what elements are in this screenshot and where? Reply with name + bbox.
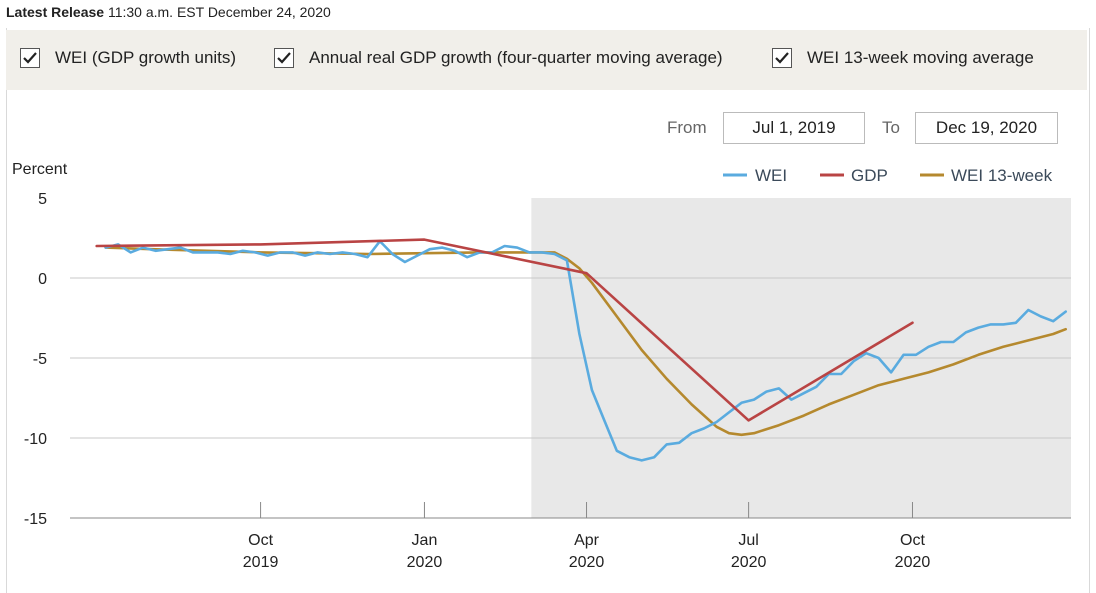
from-label: From — [667, 118, 707, 137]
y-axis-label: Percent — [12, 161, 68, 178]
series-line-wei13 — [104, 246, 1067, 437]
toggle-wei-label: WEI (GDP growth units) — [55, 48, 237, 67]
toggle-gdp[interactable]: Annual real GDP growth (four-quarter mov… — [274, 48, 723, 68]
latest-release-label: Latest Release — [6, 4, 105, 20]
x-tick-month: Oct — [900, 532, 925, 549]
x-tick-year: 2020 — [569, 554, 605, 571]
y-tick-label: -10 — [24, 431, 47, 448]
from-date-input[interactable] — [723, 112, 865, 144]
y-tick-label: 5 — [38, 191, 47, 208]
x-axis: Oct 2019 Jan 2020 Apr 2020 Jul 2020 Oct 2020 — [243, 502, 931, 571]
to-label: To — [882, 118, 900, 137]
latest-release: Latest Release 11:30 a.m. EST December 2… — [6, 4, 331, 20]
series-toggle-bar: WEI (GDP growth units) Annual real GDP g… — [6, 30, 1087, 90]
series-line-gdp — [95, 238, 914, 422]
series-line-wei — [104, 239, 1067, 462]
x-tick-year: 2019 — [243, 554, 279, 571]
latest-release-time: 11:30 a.m. EST December 24, 2020 — [107, 4, 331, 20]
y-axis: Percent 5 0 -5 -10 -15 — [12, 161, 68, 528]
to-date-input[interactable] — [915, 112, 1058, 144]
x-tick-month: Jan — [412, 532, 438, 549]
legend-label-gdp: GDP — [851, 166, 888, 185]
legend-label-wei: WEI — [755, 166, 787, 185]
y-tick-label: -15 — [24, 511, 47, 528]
x-tick-month: Apr — [574, 532, 600, 549]
y-tick-label: -5 — [33, 351, 47, 368]
y-tick-label: 0 — [38, 271, 47, 288]
gdp-checkbox[interactable] — [274, 48, 294, 68]
toggle-gdp-label: Annual real GDP growth (four-quarter mov… — [309, 48, 723, 67]
x-tick-year: 2020 — [731, 554, 767, 571]
toggle-wei13[interactable]: WEI 13-week moving average — [772, 48, 1034, 68]
x-tick-year: 2020 — [407, 554, 443, 571]
wei-checkbox[interactable] — [20, 48, 40, 68]
legend: WEI GDP WEI 13-week — [723, 166, 1053, 185]
checkmark-icon — [277, 52, 291, 64]
checkmark-icon — [23, 52, 37, 64]
toggle-wei[interactable]: WEI (GDP growth units) — [20, 48, 236, 68]
x-tick-year: 2020 — [895, 554, 931, 571]
wei13-checkbox[interactable] — [772, 48, 792, 68]
toggle-wei13-label: WEI 13-week moving average — [807, 48, 1034, 67]
chart-panel — [6, 28, 1090, 593]
legend-label-wei13: WEI 13-week — [951, 166, 1053, 185]
x-tick-month: Jul — [738, 532, 758, 549]
x-tick-month: Oct — [248, 532, 273, 549]
checkmark-icon — [775, 52, 789, 64]
series-lines — [95, 238, 1067, 462]
